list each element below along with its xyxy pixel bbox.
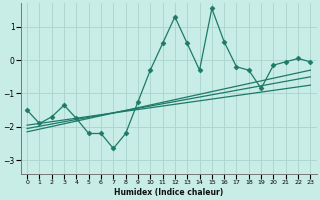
X-axis label: Humidex (Indice chaleur): Humidex (Indice chaleur)	[114, 188, 223, 197]
